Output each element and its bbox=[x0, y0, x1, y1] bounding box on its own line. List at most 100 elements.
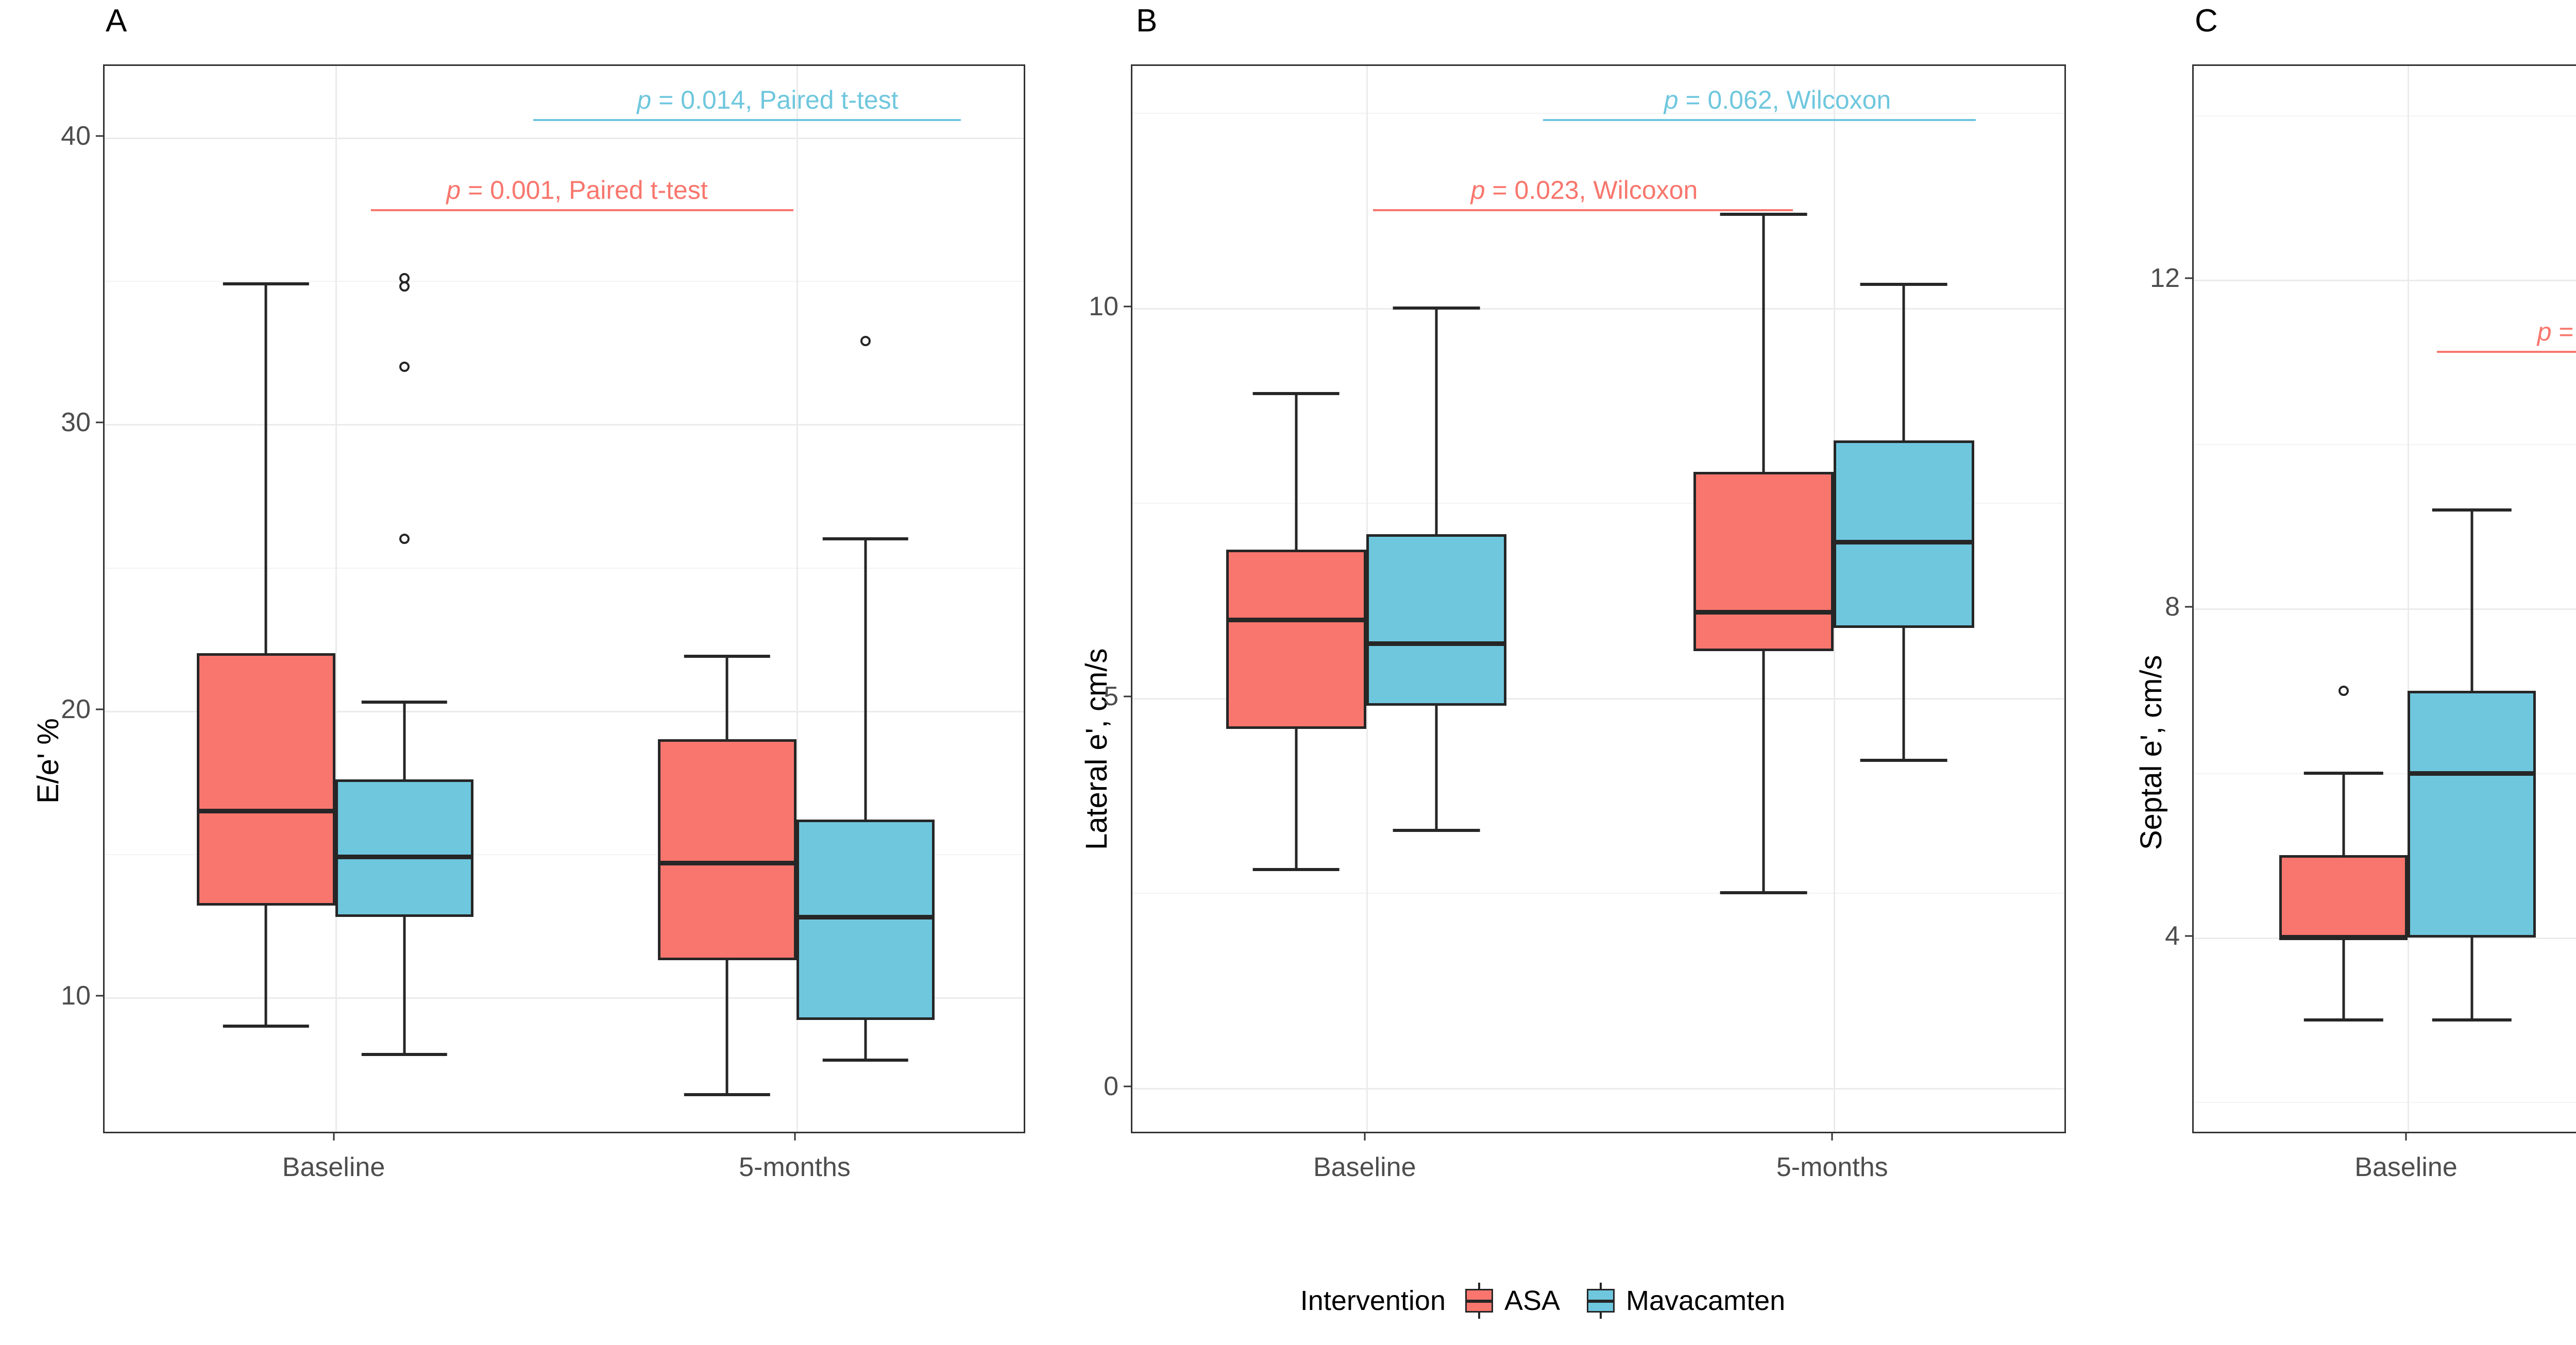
whisker-cap-lower bbox=[2432, 1018, 2512, 1021]
y-tick-mark bbox=[2185, 935, 2192, 937]
pvalue-annotation: p = 0.001, Paired t-test bbox=[446, 176, 708, 205]
box-asa-baseline bbox=[2279, 855, 2408, 938]
whisker-lower bbox=[264, 905, 267, 1026]
x-tick-mark bbox=[333, 1133, 334, 1140]
gridline-horizontal bbox=[1132, 697, 2064, 700]
box-asa-baseline bbox=[1226, 550, 1366, 729]
gridline-vertical bbox=[2408, 66, 2409, 1132]
y-tick-label: 5 bbox=[1104, 681, 1118, 711]
gridline-horizontal bbox=[105, 138, 1024, 140]
gridline-horizontal bbox=[105, 424, 1024, 426]
whisker-cap-lower bbox=[2303, 1018, 2383, 1021]
panel-label-b: B bbox=[1136, 3, 1158, 39]
gridline-horizontal bbox=[2194, 444, 2576, 446]
gridline-horizontal bbox=[2194, 115, 2576, 116]
gridline-horizontal bbox=[105, 567, 1024, 569]
pvalue-annotation: p = 0.135, Wilcoxon bbox=[2537, 317, 2576, 346]
whisker-cap-upper bbox=[1720, 212, 1807, 216]
whisker-cap-lower bbox=[223, 1024, 309, 1028]
box-asa-baseline bbox=[197, 653, 335, 906]
gridline-vertical bbox=[796, 66, 798, 1132]
y-tick-mark bbox=[96, 995, 103, 997]
y-axis-title: Lateral e', cm/s bbox=[1080, 648, 1113, 850]
outlier-point bbox=[860, 336, 871, 347]
whisker-lower bbox=[1435, 705, 1438, 831]
median-line bbox=[1834, 539, 1974, 544]
x-tick-mark bbox=[1364, 1133, 1366, 1140]
gridline-horizontal bbox=[1132, 112, 2064, 114]
median-line bbox=[658, 860, 796, 865]
gridline-horizontal bbox=[2194, 1102, 2576, 1103]
whisker-upper bbox=[264, 283, 267, 654]
x-tick-label: Baseline bbox=[1313, 1152, 1416, 1182]
legend-label-mavacamten: Mavacamten bbox=[1626, 1285, 1786, 1316]
whisker-lower bbox=[1295, 729, 1298, 870]
gridline-horizontal bbox=[105, 710, 1024, 712]
whisker-upper bbox=[1435, 308, 1438, 534]
outlier-point bbox=[2338, 686, 2349, 696]
y-tick-mark bbox=[1124, 305, 1131, 308]
legend-key-asa bbox=[1465, 1283, 1493, 1319]
x-tick-mark bbox=[1831, 1133, 1833, 1140]
whisker-cap-upper bbox=[2303, 771, 2383, 775]
whisker-cap-lower bbox=[822, 1059, 908, 1062]
gridline-horizontal bbox=[1132, 893, 2064, 894]
x-tick-label: Baseline bbox=[282, 1152, 385, 1182]
whisker-upper bbox=[2470, 509, 2473, 691]
whisker-upper bbox=[725, 656, 728, 740]
x-tick-label: 5-months bbox=[1776, 1152, 1888, 1182]
pvalue-bracket bbox=[371, 209, 793, 211]
box-mavacamten-baseline bbox=[335, 779, 473, 917]
whisker-lower bbox=[1902, 627, 1905, 760]
y-tick-mark bbox=[2185, 606, 2192, 608]
gridline-horizontal bbox=[105, 997, 1024, 999]
whisker-lower bbox=[864, 1020, 867, 1061]
median-line bbox=[197, 809, 335, 814]
gridline-horizontal bbox=[1132, 308, 2064, 310]
median-line bbox=[1226, 618, 1366, 623]
y-axis-title: Septal e', cm/s bbox=[2134, 655, 2168, 850]
whisker-cap-upper bbox=[822, 537, 908, 540]
whisker-cap-lower bbox=[1252, 868, 1340, 872]
whisker-lower bbox=[2342, 937, 2345, 1020]
whisker-cap-lower bbox=[1860, 758, 1947, 762]
whisker-upper bbox=[864, 538, 867, 820]
plot-area bbox=[2192, 64, 2576, 1133]
median-line bbox=[335, 855, 473, 860]
pvalue-annotation: p = 0.014, Paired t-test bbox=[637, 86, 899, 114]
pvalue-bracket bbox=[1373, 209, 1793, 211]
whisker-cap-upper bbox=[684, 654, 770, 658]
gridline-horizontal bbox=[1132, 1088, 2064, 1090]
legend-label-asa: ASA bbox=[1504, 1285, 1561, 1316]
legend-key-mavacamten bbox=[1587, 1283, 1615, 1319]
median-line bbox=[1693, 610, 1834, 615]
y-tick-mark bbox=[96, 421, 103, 423]
whisker-upper bbox=[1295, 394, 1298, 550]
gridline-horizontal bbox=[2194, 773, 2576, 774]
whisker-upper bbox=[403, 702, 406, 780]
y-tick-mark bbox=[96, 708, 103, 710]
gridline-horizontal bbox=[105, 854, 1024, 855]
y-tick-mark bbox=[2185, 277, 2192, 279]
pvalue-bracket bbox=[533, 119, 961, 121]
x-tick-mark bbox=[2405, 1133, 2407, 1140]
whisker-cap-upper bbox=[1252, 392, 1340, 396]
x-tick-mark bbox=[794, 1133, 795, 1140]
panel-b: B Lateral e', cm/s 0 5 10 Baseline 5-months p =… bbox=[1056, 0, 2112, 1236]
plot-area bbox=[103, 64, 1025, 1133]
whisker-upper bbox=[1902, 284, 1905, 440]
outlier-point bbox=[399, 281, 410, 292]
whisker-cap-upper bbox=[1860, 283, 1947, 286]
gridline-horizontal bbox=[105, 281, 1024, 282]
whisker-cap-lower bbox=[1393, 829, 1480, 832]
x-tick-label: 5-months bbox=[739, 1152, 851, 1182]
whisker-cap-upper bbox=[361, 700, 447, 704]
whisker-cap-lower bbox=[684, 1093, 770, 1097]
y-axis-title: E/e' % bbox=[31, 718, 65, 804]
whisker-cap-lower bbox=[361, 1053, 447, 1057]
panel-label-a: A bbox=[106, 3, 127, 39]
pvalue-bracket bbox=[2437, 351, 2576, 353]
y-tick-label: 12 bbox=[2150, 263, 2180, 293]
y-tick-label: 30 bbox=[61, 407, 91, 438]
